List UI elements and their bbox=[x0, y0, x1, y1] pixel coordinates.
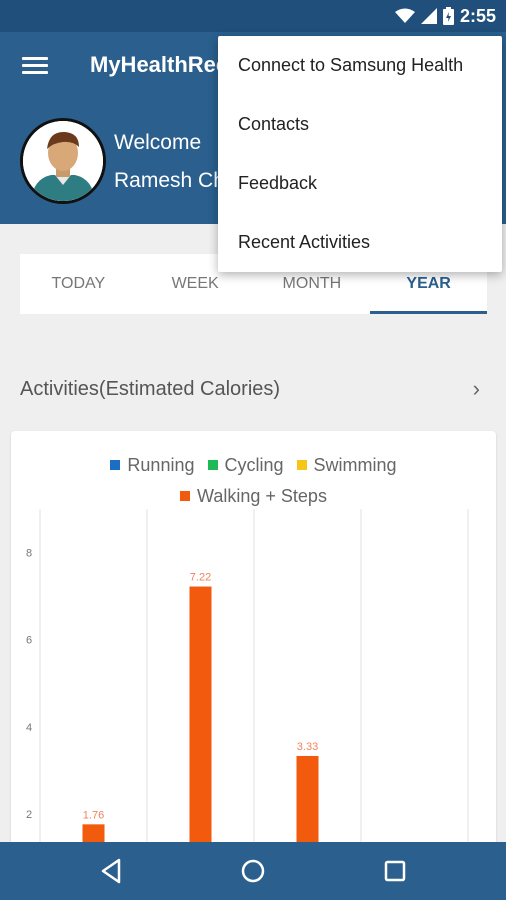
status-time: 2:55 bbox=[459, 5, 496, 26]
menu-icon[interactable] bbox=[22, 54, 48, 80]
bar-value-label: 7.22 bbox=[190, 572, 211, 584]
activities-section-header[interactable]: Activities(Estimated Calories) › bbox=[20, 372, 486, 406]
legend-item-walking: Walking + Steps bbox=[180, 481, 327, 511]
chevron-right-icon[interactable]: › bbox=[472, 376, 480, 401]
legend-swatch bbox=[110, 460, 121, 470]
status-bar: 2:55 bbox=[0, 0, 506, 32]
user-avatar-image bbox=[23, 121, 103, 201]
legend-label: Cycling bbox=[224, 455, 284, 475]
tab-month[interactable]: MONTH bbox=[282, 275, 342, 292]
tab-week[interactable]: WEEK bbox=[171, 275, 219, 292]
tab-today[interactable]: TODAY bbox=[51, 275, 106, 292]
y-tick-label: 8 bbox=[26, 548, 32, 560]
menu-item-feedback[interactable]: Feedback bbox=[238, 173, 318, 193]
legend-swatch bbox=[296, 460, 307, 470]
cell-signal-icon bbox=[420, 8, 437, 24]
menu-item-recent-activities[interactable]: Recent Activities bbox=[238, 232, 371, 252]
system-nav-bar bbox=[0, 842, 506, 900]
y-tick-label: 4 bbox=[26, 722, 32, 734]
menu-item-contacts[interactable]: Contacts bbox=[238, 114, 310, 134]
user-name: Ramesh Chandra bbox=[114, 169, 226, 192]
app-title: MyHealthRecords bbox=[90, 52, 240, 77]
chart-legend: Running Cycling Swimming Walking + Steps bbox=[11, 449, 496, 511]
legend-item-cycling: Cycling bbox=[207, 450, 284, 480]
legend-item-swimming: Swimming bbox=[296, 450, 397, 480]
battery-icon bbox=[442, 7, 454, 25]
wifi-icon bbox=[394, 8, 415, 23]
legend-label: Swimming bbox=[313, 455, 397, 475]
menu-item-connect-samsung-health[interactable]: Connect to Samsung Health bbox=[238, 55, 464, 75]
bar-value-label: 3.33 bbox=[297, 741, 318, 753]
legend-swatch bbox=[180, 491, 191, 501]
back-icon[interactable] bbox=[97, 856, 127, 886]
welcome-text: Welcome bbox=[114, 131, 202, 154]
legend-swatch bbox=[207, 460, 218, 470]
y-tick-label: 2 bbox=[26, 809, 32, 821]
home-icon[interactable] bbox=[238, 856, 268, 886]
legend-label: Running bbox=[127, 455, 195, 475]
legend-item-running: Running bbox=[110, 450, 194, 480]
overflow-menu: Connect to Samsung Health Contacts Feedb… bbox=[218, 36, 502, 272]
tab-year[interactable]: YEAR bbox=[370, 254, 487, 314]
bar bbox=[189, 586, 212, 871]
status-icons: 2:55 bbox=[394, 4, 496, 28]
y-tick-label: 6 bbox=[26, 635, 32, 647]
avatar[interactable] bbox=[20, 118, 106, 204]
legend-label: Walking + Steps bbox=[197, 486, 327, 506]
recents-icon[interactable] bbox=[380, 856, 410, 886]
bar-value-label: 1.76 bbox=[83, 809, 104, 821]
section-title: Activities(Estimated Calories) bbox=[20, 378, 281, 400]
